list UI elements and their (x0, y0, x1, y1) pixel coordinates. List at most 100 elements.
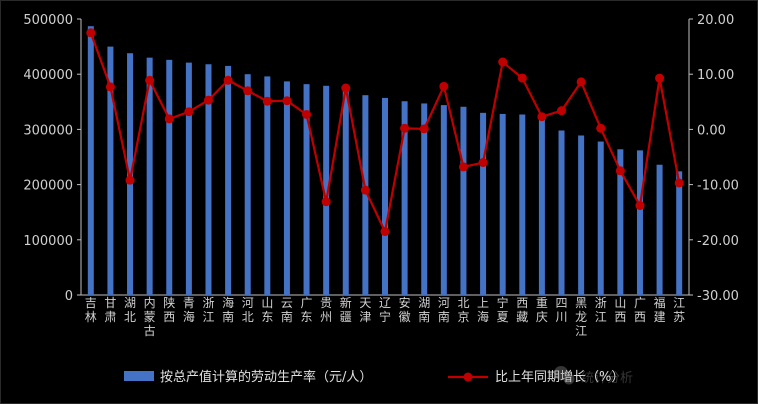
category-label: 安徽 (399, 295, 411, 324)
bar-21 (480, 112, 487, 295)
growth-point-29 (635, 201, 645, 211)
growth-point-13 (321, 197, 331, 207)
left-tick-label: 500000 (23, 13, 73, 28)
bar-17 (401, 101, 408, 295)
left-tick-label: 300000 (23, 123, 73, 138)
growth-point-30 (655, 73, 665, 83)
growth-point-7 (203, 95, 213, 105)
growth-point-26 (576, 77, 586, 87)
left-tick-label: 200000 (23, 179, 73, 194)
bar-14 (342, 86, 349, 296)
bar-30 (656, 164, 663, 295)
bar-25 (558, 130, 565, 295)
bar-9 (244, 74, 251, 295)
bars-group (87, 26, 683, 296)
category-label: 海南 (222, 295, 234, 324)
category-label: 黑龙江 (575, 296, 587, 338)
right-tick-label: 10.00 (697, 68, 734, 83)
right-tick-label: -20.00 (697, 234, 739, 249)
growth-point-28 (615, 166, 625, 176)
bar-24 (538, 116, 545, 295)
growth-point-22 (498, 57, 508, 67)
category-label: 内蒙古 (144, 296, 156, 338)
category-labels: 吉林甘肃湖北内蒙古陕西青海浙江海南河北山东云南广东贵州新疆天津辽宁安徽湖南河南北… (85, 295, 685, 338)
bar-27 (597, 141, 604, 295)
category-label: 山西 (614, 296, 626, 324)
category-label: 山东 (261, 296, 273, 324)
category-label: 吉林 (85, 296, 97, 324)
bar-6 (185, 62, 192, 295)
growth-point-9 (243, 86, 253, 96)
bar-1 (87, 26, 94, 296)
growth-point-2 (105, 82, 115, 92)
bar-20 (460, 106, 467, 295)
bar-18 (421, 103, 428, 296)
category-label: 福建 (654, 295, 666, 324)
growth-point-4 (145, 75, 155, 85)
legend-bar-swatch (124, 371, 154, 381)
legend-line-label: 比上年同期增长（%） (495, 370, 624, 385)
category-label: 宁夏 (497, 295, 509, 324)
category-label: 上海 (477, 296, 489, 324)
right-tick-label: -10.00 (697, 179, 739, 194)
bar-3 (127, 53, 134, 295)
bar-2 (107, 46, 114, 295)
growth-point-25 (557, 106, 567, 116)
growth-point-21 (478, 158, 488, 168)
legend-bar-label: 按总产值计算的劳动生产率（元/人） (160, 369, 372, 385)
growth-point-24 (537, 112, 547, 122)
bar-22 (499, 113, 506, 295)
category-label: 浙江 (595, 296, 607, 324)
bar-10 (264, 76, 271, 296)
bar-31 (676, 171, 683, 295)
growth-point-23 (517, 73, 527, 83)
left-tick-label: 100000 (23, 234, 73, 249)
category-label: 河南 (438, 296, 450, 324)
bar-11 (283, 81, 290, 295)
growth-point-3 (125, 175, 135, 185)
bar-19 (440, 105, 447, 295)
legend: 按总产值计算的劳动生产率（元/人） 比上年同期增长（%） (124, 369, 624, 385)
growth-point-19 (439, 81, 449, 91)
bar-29 (636, 150, 643, 295)
growth-point-16 (380, 227, 390, 237)
growth-point-10 (262, 96, 272, 106)
category-label: 天津 (359, 296, 371, 324)
bar-12 (303, 84, 310, 295)
bar-16 (382, 97, 388, 295)
growth-point-20 (458, 162, 468, 172)
bar-7 (205, 64, 212, 295)
growth-point-14 (341, 83, 351, 93)
growth-point-12 (302, 109, 312, 119)
growth-point-11 (282, 96, 292, 106)
growth-point-17 (400, 123, 410, 133)
axes-group: 0 100000 200000 300000 400000 500000 -30.00 -20… (23, 13, 739, 304)
bar-26 (578, 135, 585, 295)
category-label: 云南 (281, 296, 293, 324)
bar-8 (225, 65, 232, 295)
bar-23 (519, 114, 526, 295)
category-label: 西藏 (516, 296, 528, 324)
left-tick-label: 0 (65, 289, 73, 304)
category-label: 北京 (457, 296, 469, 324)
growth-point-18 (419, 124, 429, 134)
growth-point-31 (674, 178, 684, 188)
bar-4 (146, 57, 153, 295)
growth-point-1 (86, 28, 96, 38)
category-label: 江苏 (673, 296, 685, 324)
wechat-icon-bubble (563, 373, 575, 385)
growth-point-15 (360, 185, 370, 195)
right-tick-label: -30.00 (697, 289, 739, 304)
legend-line-marker (463, 372, 473, 382)
category-label: 湖北 (124, 295, 136, 324)
right-tick-label: 0.00 (697, 123, 726, 138)
left-tick-label: 400000 (23, 68, 73, 83)
category-label: 贵州 (320, 296, 332, 324)
category-label: 甘肃 (104, 296, 116, 324)
right-tick-label: 20.00 (697, 13, 734, 28)
bar-28 (617, 149, 624, 295)
category-label: 广东 (301, 296, 313, 324)
growth-point-8 (223, 75, 233, 85)
category-label: 湖南 (418, 295, 430, 324)
